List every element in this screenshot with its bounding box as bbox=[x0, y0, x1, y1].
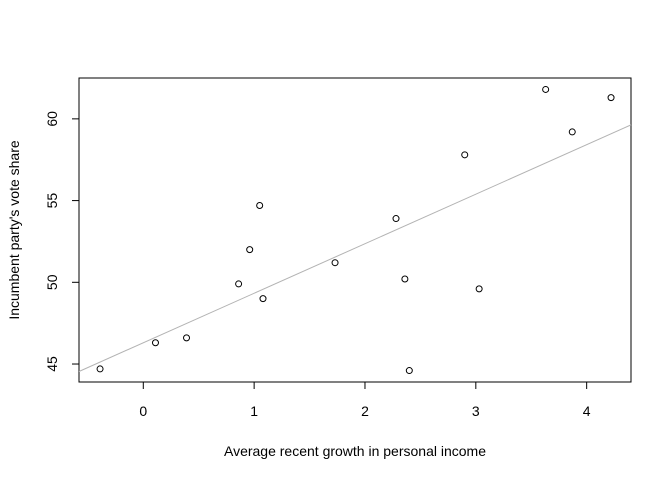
data-point bbox=[607, 94, 615, 102]
x-axis: 0 1 2 3 4 bbox=[139, 381, 591, 419]
x-tick-label: 3 bbox=[472, 403, 480, 419]
y-tick-label: 55 bbox=[44, 193, 60, 209]
y-tick-label: 50 bbox=[44, 274, 60, 290]
x-tick-label: 2 bbox=[361, 403, 369, 419]
data-point bbox=[235, 280, 243, 288]
plot-frame bbox=[78, 77, 632, 383]
regression-line bbox=[78, 124, 632, 372]
data-points-layer bbox=[96, 85, 615, 375]
data-point bbox=[331, 259, 339, 267]
y-axis: 45 50 55 60 bbox=[44, 111, 80, 372]
data-point bbox=[401, 275, 409, 283]
data-point bbox=[405, 367, 413, 375]
data-point bbox=[542, 85, 550, 93]
data-point bbox=[256, 201, 264, 209]
x-tick-label: 4 bbox=[583, 403, 591, 419]
y-tick-label: 60 bbox=[44, 111, 60, 127]
data-point bbox=[568, 128, 576, 136]
x-tick-label: 0 bbox=[139, 403, 147, 419]
data-point bbox=[246, 246, 254, 254]
y-tick-label: 45 bbox=[44, 356, 60, 372]
data-point bbox=[475, 285, 483, 293]
data-point bbox=[151, 339, 159, 347]
x-tick-label: 1 bbox=[250, 403, 258, 419]
regression-line-layer bbox=[78, 124, 632, 372]
data-point bbox=[96, 365, 104, 373]
data-point bbox=[183, 334, 191, 342]
y-axis-title: Incumbent party's vote share bbox=[6, 140, 22, 320]
data-point bbox=[392, 215, 400, 223]
data-point bbox=[461, 151, 469, 159]
data-point bbox=[259, 295, 267, 303]
x-axis-title: Average recent growth in personal income bbox=[224, 443, 486, 459]
